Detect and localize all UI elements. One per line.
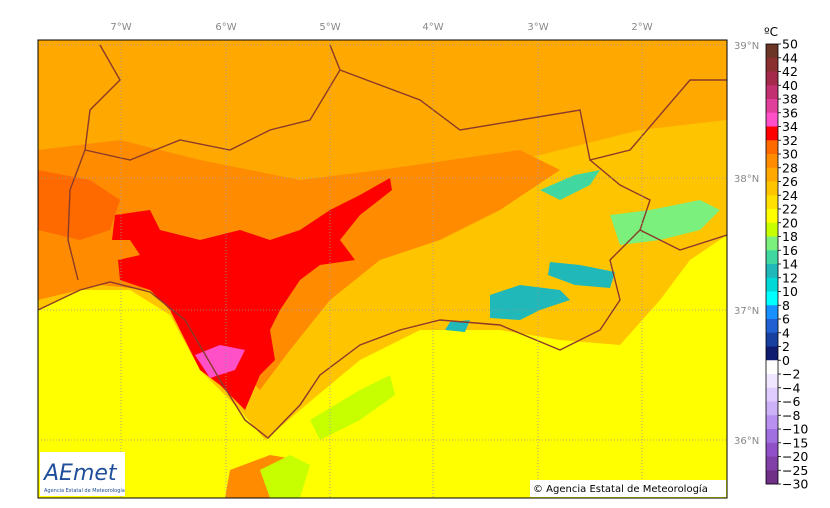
colorbar-label: 34 [782, 119, 798, 134]
colorbar-unit: ºC [764, 25, 778, 39]
latitude-label: 36°N [734, 436, 759, 447]
colorbar-band [766, 181, 778, 196]
colorbar-label: 4 [782, 325, 790, 340]
colorbar-band [766, 71, 778, 86]
colorbar-band [766, 387, 778, 402]
colorbar-band [766, 250, 778, 265]
colorbar-band [766, 415, 778, 430]
colorbar-label: 2 [782, 339, 790, 354]
colorbar-band [766, 305, 778, 320]
logo-subtitle: Agencia Estatal de Meteorología [44, 487, 125, 494]
colorbar-label: 22 [782, 202, 798, 217]
colorbar-label: 40 [782, 78, 798, 93]
colorbar-label: 30 [782, 147, 798, 162]
colorbar-label: 44 [782, 50, 798, 65]
colorbar-band [766, 264, 778, 279]
map-frame [37, 39, 728, 499]
colorbar-band [766, 85, 778, 100]
colorbar-label: 20 [782, 215, 798, 230]
cold-zone [445, 320, 470, 332]
colorbar-label: 12 [782, 270, 798, 285]
colorbar-band [766, 236, 778, 251]
latitude-label: 38°N [734, 174, 759, 185]
colorbar-label: 0 [782, 353, 790, 368]
latitude-label: 39°N [734, 41, 759, 52]
colorbar-band [766, 277, 778, 292]
colorbar-label: −4 [782, 380, 800, 395]
logo: AEmet Agencia Estatal de Meteorología [40, 452, 125, 496]
colorbar-label: −30 [782, 477, 808, 492]
colorbar-label: −8 [782, 408, 800, 423]
colorbar-band [766, 154, 778, 169]
colorbar-label: 10 [782, 284, 798, 299]
colorbar-label: 16 [782, 243, 798, 258]
graticule: 7°W 6°W 5°W 4°W 3°W 2°W 39°N 38°N 37°N 36°N [38, 22, 759, 498]
longitude-label: 4°W [422, 22, 443, 33]
colorbar-band [766, 57, 778, 72]
colorbar-band [766, 374, 778, 389]
cold-zone [610, 200, 720, 245]
colorbar-band [766, 291, 778, 306]
latitude-label: 37°N [734, 306, 759, 317]
colorbar-label: −25 [782, 463, 808, 478]
colorbar-band [766, 319, 778, 334]
sea-zone [310, 375, 395, 440]
colorbar-label: −20 [782, 449, 808, 464]
peak-zone [195, 345, 245, 378]
colorbar-band [766, 44, 778, 59]
colorbar-band [766, 222, 778, 237]
colorbar-label: 50 [782, 37, 798, 52]
copyright: © Agencia Estatal de Meteorología [533, 483, 708, 495]
africa-zone [260, 455, 310, 498]
colorbar-band [766, 401, 778, 416]
colorbar-band [766, 126, 778, 141]
colorbar-label: 42 [782, 64, 798, 79]
extreme-zone [112, 178, 392, 410]
cold-zone [548, 262, 615, 288]
cold-zone [490, 285, 570, 320]
longitude-label: 6°W [215, 22, 236, 33]
longitude-label: 3°W [527, 22, 548, 33]
map-field [38, 40, 727, 498]
colorbar-label: 26 [782, 174, 798, 189]
colorbar-label: 32 [782, 133, 798, 148]
longitude-label: 7°W [110, 22, 131, 33]
longitude-label: 2°W [631, 22, 652, 33]
longitude-label: 5°W [319, 22, 340, 33]
colorbar-label: 28 [782, 160, 798, 175]
colorbar-band [766, 470, 778, 485]
colorbar-label: −6 [782, 394, 800, 409]
colorbar-band [766, 332, 778, 347]
copyright-box [530, 480, 726, 497]
colorbar-band [766, 140, 778, 155]
colorbar-label: 6 [782, 312, 790, 327]
colorbar-label: 18 [782, 229, 798, 244]
colorbar-band [766, 195, 778, 210]
colorbar-band [766, 346, 778, 361]
colorbar-band [766, 429, 778, 444]
colorbar-label: 36 [782, 105, 798, 120]
border-lines [38, 44, 727, 439]
colorbar-label: −10 [782, 422, 808, 437]
colorbar-label: 8 [782, 298, 790, 313]
colorbar-label: −2 [782, 367, 800, 382]
hot-zone [38, 170, 120, 240]
colorbar-label: 38 [782, 92, 798, 107]
colorbar-label: −15 [782, 435, 808, 450]
colorbar-label: 14 [782, 257, 798, 272]
colorbar: 5044424038363432302826242220181614121086… [765, 37, 808, 492]
colorbar-band [766, 442, 778, 457]
logo-box [40, 452, 125, 496]
colorbar-band [766, 167, 778, 182]
colorbar-label: 24 [782, 188, 798, 203]
colorbar-band [766, 209, 778, 224]
logo-name: AEmet [42, 461, 118, 486]
colorbar-band [766, 360, 778, 375]
colorbar-band [766, 99, 778, 114]
colorbar-band [766, 456, 778, 471]
colorbar-band [766, 112, 778, 127]
cold-zone [540, 170, 600, 200]
